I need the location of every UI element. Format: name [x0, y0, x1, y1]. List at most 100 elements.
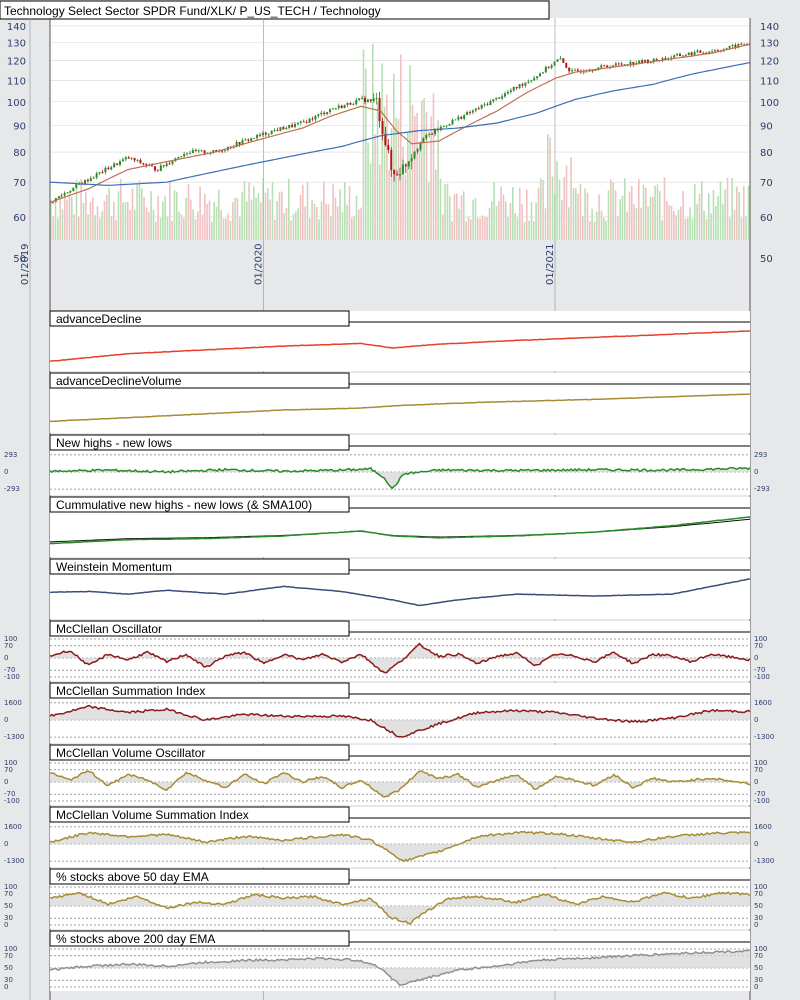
indicator-panel: Weinstein Momentum [49, 558, 751, 619]
volume-bar [500, 186, 502, 240]
volume-bar [173, 190, 176, 240]
volume-bar [435, 169, 437, 240]
volume-bar [253, 186, 255, 240]
volume-bar [423, 98, 425, 240]
candle-body [279, 127, 282, 131]
volume-bar [120, 179, 122, 240]
panel-label: McClellan Volume Summation Index [56, 808, 249, 822]
candle-body [725, 48, 728, 50]
candle-body [492, 99, 495, 102]
candle-body [676, 54, 679, 56]
candle-body [547, 66, 550, 68]
candle-body [448, 124, 451, 126]
volume-bar [185, 197, 187, 240]
candle-body [57, 196, 60, 199]
candle-body [743, 43, 746, 45]
price-tick-right: 130 [760, 39, 779, 50]
panel-tick-left: -100 [4, 797, 20, 805]
volume-bar [255, 197, 257, 240]
panel-label-box [49, 682, 350, 699]
volume-bar [640, 207, 642, 240]
candle-body [419, 142, 422, 150]
candle-body [148, 165, 151, 167]
candle-body [66, 192, 69, 194]
candle-body [521, 84, 524, 86]
candle-body [171, 161, 174, 164]
candle-body [156, 170, 159, 172]
volume-bar [663, 177, 666, 240]
volume-bar [726, 177, 729, 240]
candle-body [113, 163, 116, 168]
candle-body [165, 163, 168, 167]
panel-tick-left: 0 [4, 921, 8, 929]
volume-bar [234, 197, 236, 240]
candle-body [142, 163, 145, 165]
volume-bar [295, 211, 297, 240]
volume-bar [57, 218, 59, 240]
volume-bar [617, 216, 619, 240]
candle-body [480, 104, 483, 109]
volume-bar [656, 184, 659, 240]
volume-bar [628, 191, 631, 240]
panel-tick-left: 30 [4, 914, 13, 922]
volume-bar [474, 198, 477, 240]
candle-body [617, 63, 620, 65]
panel-tick-left: 100 [4, 945, 17, 953]
candle-body [684, 54, 687, 56]
volume-bar [283, 213, 285, 240]
volume-bar [274, 219, 276, 240]
volume-bar [374, 134, 376, 240]
volume-bar [297, 208, 299, 240]
candle-body [407, 161, 410, 167]
volume-bar [509, 203, 512, 240]
volume-bar [134, 209, 136, 240]
candle-body [498, 97, 501, 99]
panel-tick-right: 0 [754, 983, 758, 991]
volume-bar [572, 188, 575, 240]
candle-body [393, 170, 396, 175]
volume-bar [145, 207, 148, 240]
volume-bar [670, 205, 673, 240]
panel-tick-right: 70 [754, 952, 763, 960]
volume-bar [225, 218, 227, 240]
volume-bar [131, 188, 134, 240]
volume-bar [691, 218, 694, 240]
panel-tick-right: 100 [754, 635, 767, 643]
candle-body [250, 138, 253, 141]
panel-tick-right: 50 [754, 902, 763, 910]
volume-bar [421, 100, 423, 240]
volume-bar [136, 183, 138, 240]
volume-bar [596, 211, 598, 240]
volume-bar [66, 199, 68, 240]
volume-bar [710, 213, 712, 240]
candle-body [681, 55, 684, 57]
volume-bar [444, 184, 446, 240]
panel-tick-right: -100 [754, 673, 770, 681]
price-panel [50, 25, 750, 240]
price-tick-right: 120 [760, 57, 779, 68]
volume-bar [439, 178, 442, 240]
panel-tick-right: 1600 [754, 823, 772, 831]
volume-bar [556, 161, 558, 240]
volume-bar [94, 215, 96, 240]
panel-tick-right: -1300 [754, 857, 774, 865]
candle-body [285, 127, 288, 130]
candle-body [51, 201, 54, 203]
panel-area-fill [50, 892, 750, 924]
volume-bar [551, 176, 554, 240]
volume-bar [141, 188, 143, 240]
volume-bar [684, 218, 687, 240]
candle-body [159, 165, 162, 171]
price-tick-left: 110 [7, 76, 26, 87]
volume-bar [437, 120, 439, 240]
candle-body [728, 45, 731, 49]
candle-body [623, 64, 626, 66]
volume-bar [155, 221, 157, 240]
candle-body [501, 96, 504, 99]
volume-bar [395, 117, 397, 240]
candle-body [366, 99, 369, 103]
price-tick-left: 50 [13, 254, 26, 265]
panel-series-line [49, 704, 751, 738]
